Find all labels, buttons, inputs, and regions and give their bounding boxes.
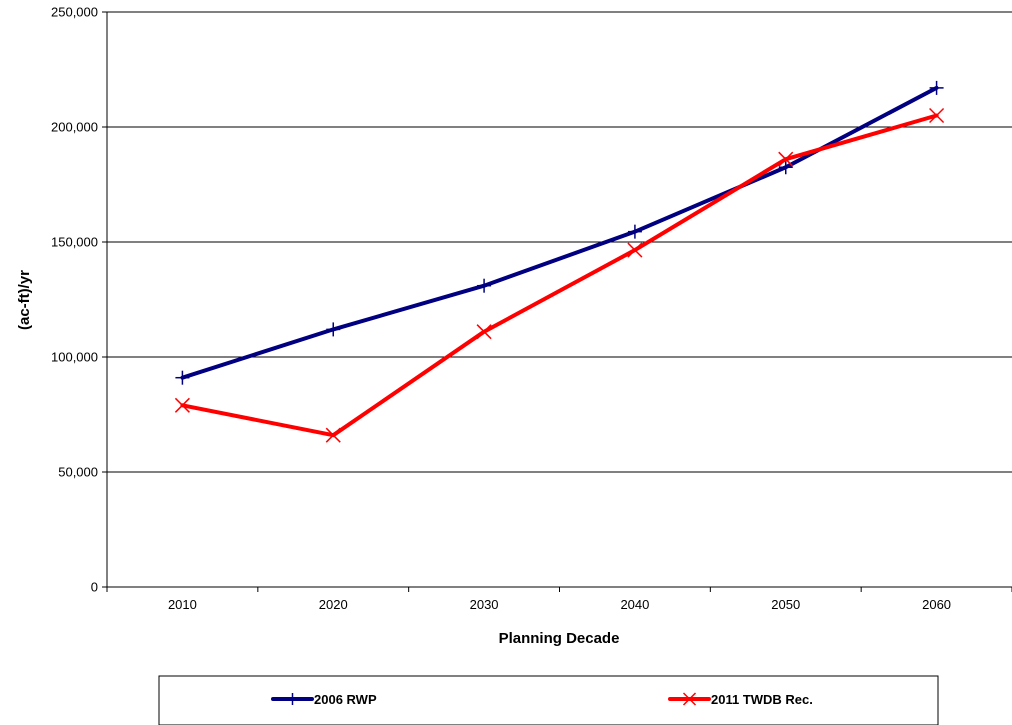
x-axis-title: Planning Decade xyxy=(499,630,620,647)
gridlines xyxy=(107,11,1012,473)
legend-items: 2006 RWP 2011 TWDB Rec. xyxy=(271,692,813,707)
marker-x-b xyxy=(682,692,697,706)
y-tick-label: 50,000 xyxy=(58,465,98,480)
x-tick-label: 2040 xyxy=(620,597,649,612)
y-tick-label: 200,000 xyxy=(51,120,98,135)
data-point xyxy=(175,370,190,385)
marker-x-b xyxy=(174,397,190,413)
x-tick-label: 2010 xyxy=(168,597,197,612)
y-tick-labels: 0 50,000 100,000 150,000 200,000 250,000 xyxy=(51,5,107,595)
legend-label: 2011 TWDB Rec. xyxy=(711,692,813,707)
x-tick-label: 2030 xyxy=(470,597,499,612)
data-point xyxy=(325,427,341,443)
legend: 2006 RWP 2011 TWDB Rec. xyxy=(158,675,939,725)
x-tick-label: 2020 xyxy=(319,597,348,612)
marker-x-b xyxy=(627,242,643,258)
series-1 xyxy=(175,80,944,385)
x-tick-labels: 2010 2020 2030 2040 2050 2060 xyxy=(106,587,1012,612)
y-axis-title: (ac-ft)/yr xyxy=(16,270,33,330)
y-tick-label: 150,000 xyxy=(51,235,98,250)
series-line xyxy=(180,85,939,380)
data-series xyxy=(174,80,945,443)
data-point xyxy=(627,224,642,239)
data-point xyxy=(929,107,945,124)
marker-x-b xyxy=(778,151,794,167)
marker-x-b xyxy=(476,324,492,340)
marker-x-b xyxy=(325,427,341,443)
legend-swatch-marker xyxy=(286,693,299,705)
marker-x-b xyxy=(929,107,945,124)
series-2 xyxy=(174,107,945,443)
data-point xyxy=(477,278,492,293)
data-point xyxy=(929,80,944,95)
data-point xyxy=(778,151,794,167)
legend-item: 2006 RWP xyxy=(271,692,377,707)
data-point xyxy=(476,324,492,340)
y-tick-label: 250,000 xyxy=(51,5,98,20)
legend-swatch-marker xyxy=(682,692,697,706)
axes xyxy=(106,12,1012,588)
y-tick-label: 0 xyxy=(91,580,98,595)
data-point xyxy=(778,160,793,175)
legend-label: 2006 RWP xyxy=(314,692,377,707)
data-point xyxy=(174,397,190,413)
x-tick-label: 2050 xyxy=(771,597,800,612)
y-tick-label: 100,000 xyxy=(51,350,98,365)
x-tick-label: 2060 xyxy=(922,597,951,612)
data-point xyxy=(627,242,643,258)
data-point xyxy=(326,322,341,337)
series-line xyxy=(180,113,939,438)
legend-item: 2011 TWDB Rec. xyxy=(668,692,813,707)
